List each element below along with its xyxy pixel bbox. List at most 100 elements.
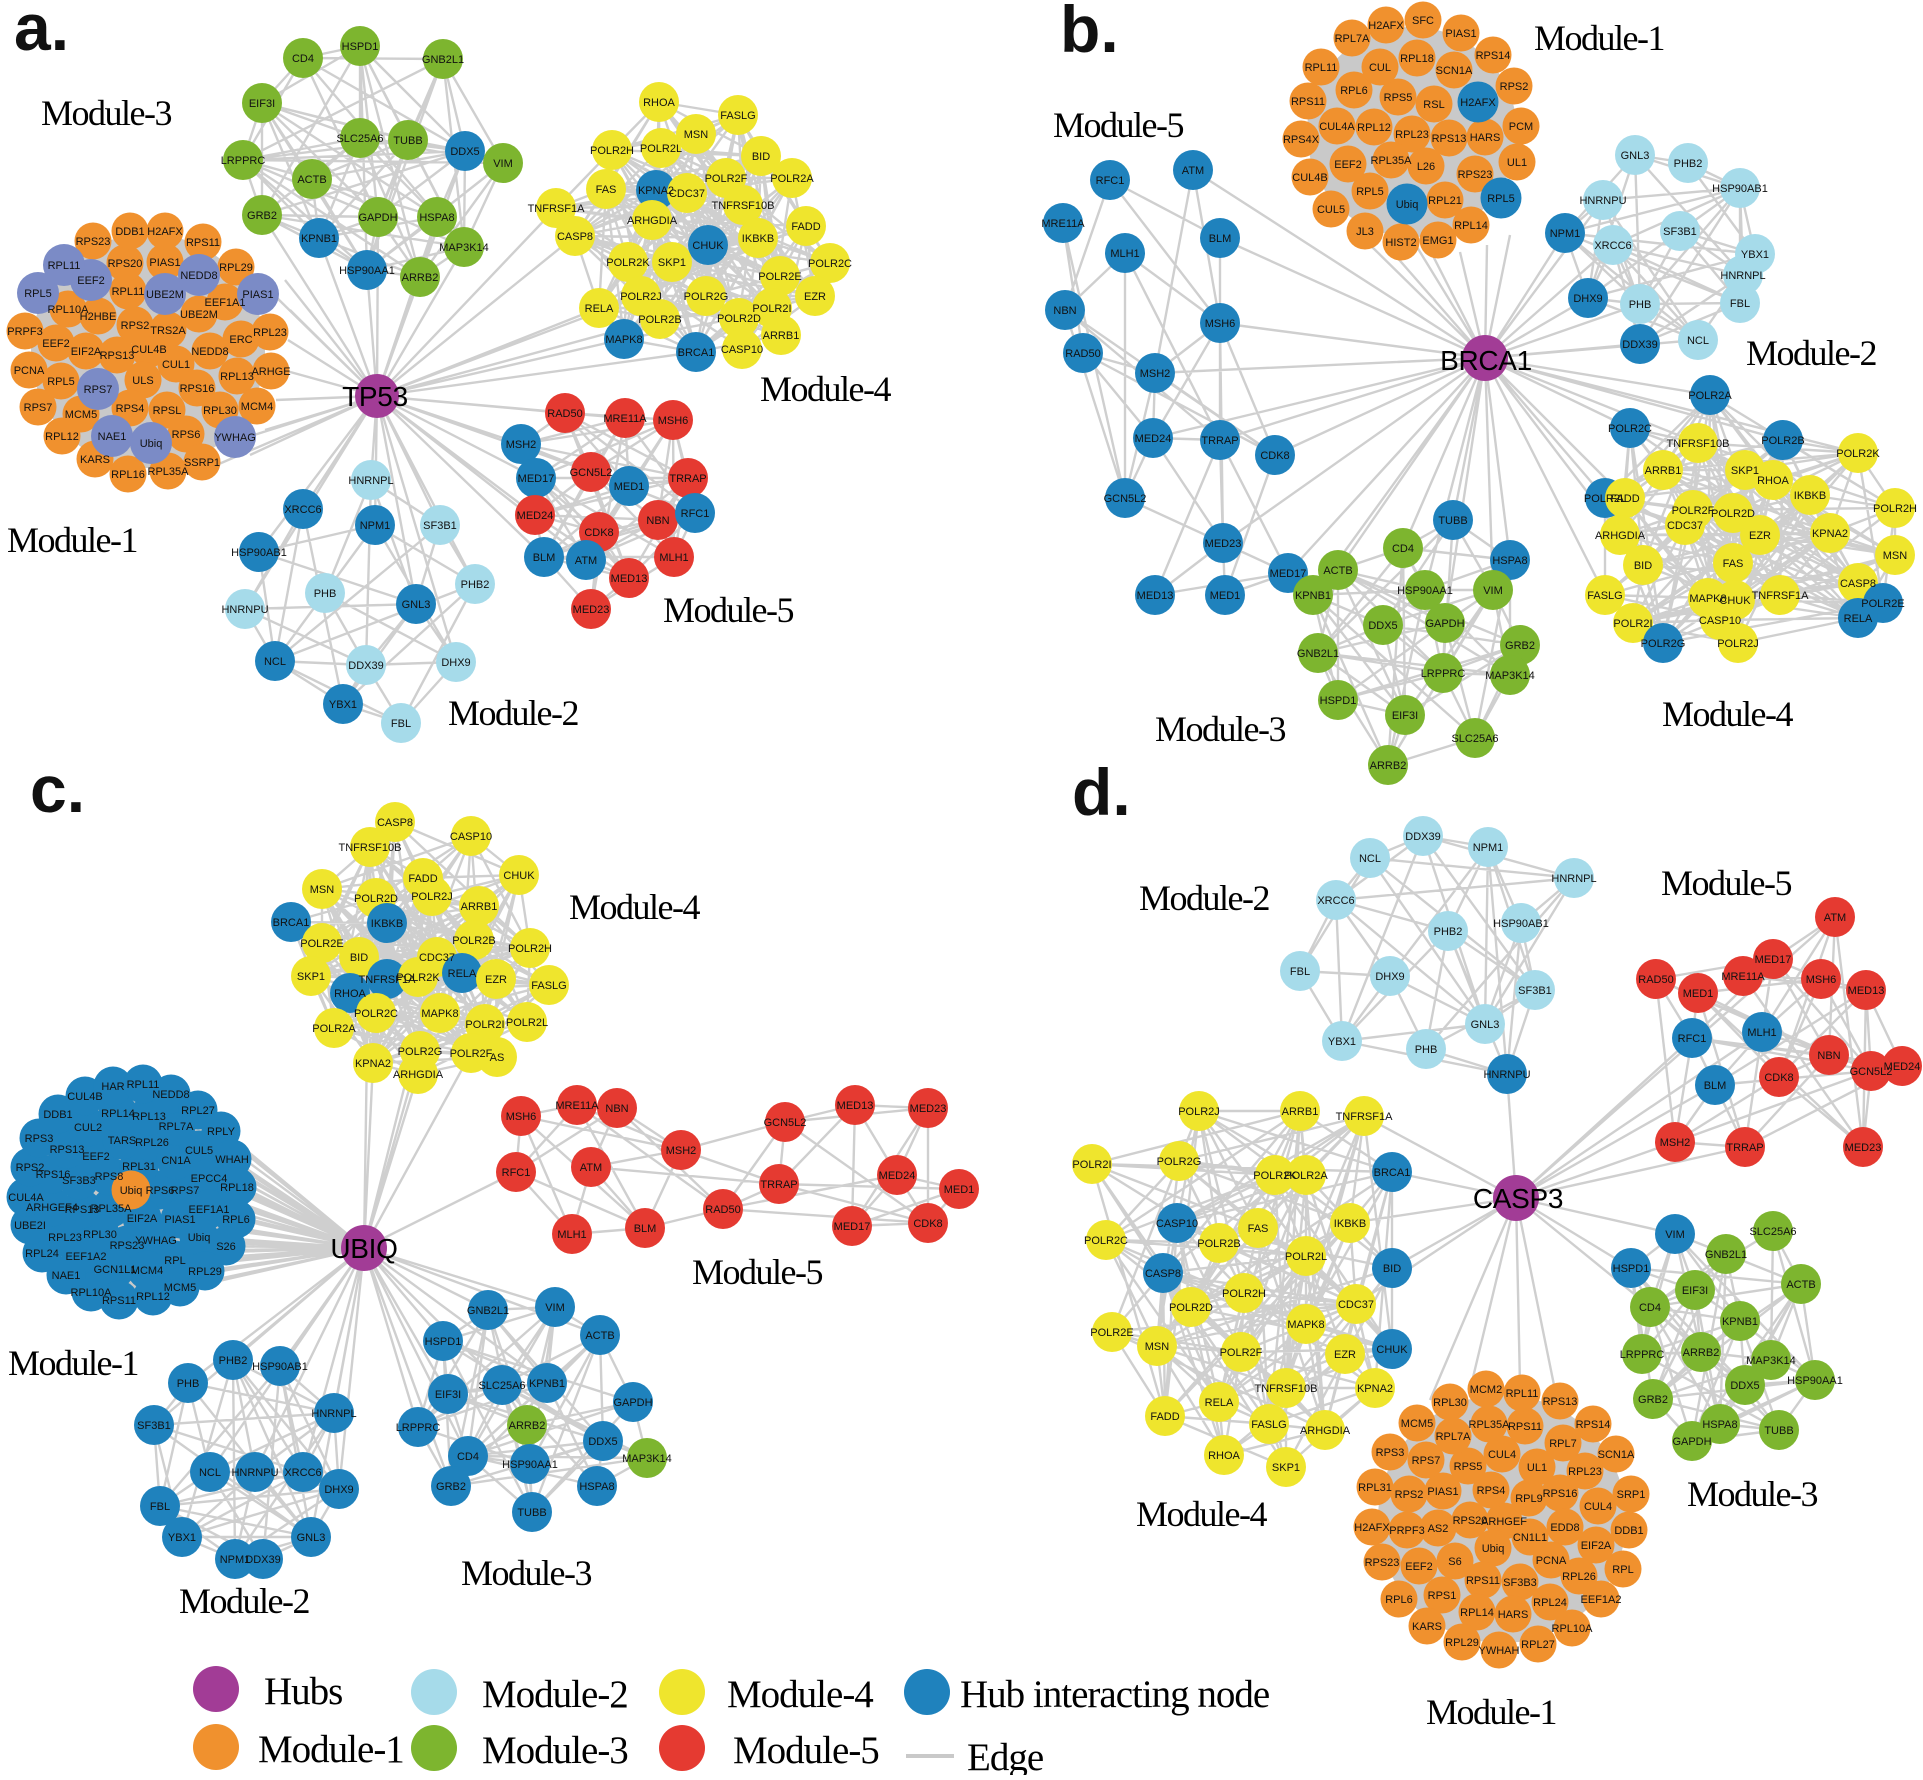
svg-text:RPS2: RPS2 bbox=[16, 1162, 45, 1174]
svg-text:Module-2: Module-2 bbox=[482, 1673, 628, 1716]
svg-text:d.: d. bbox=[1072, 755, 1131, 829]
svg-text:CASP10: CASP10 bbox=[1699, 615, 1741, 627]
svg-text:SF3B3: SF3B3 bbox=[1503, 1577, 1537, 1589]
svg-text:NPM1: NPM1 bbox=[360, 520, 391, 532]
svg-text:RPL12: RPL12 bbox=[45, 431, 79, 443]
svg-text:RAD50: RAD50 bbox=[1638, 974, 1673, 986]
svg-text:Ubiq: Ubiq bbox=[188, 1232, 211, 1244]
svg-text:PCNA: PCNA bbox=[1536, 1555, 1567, 1567]
svg-text:RPS23: RPS23 bbox=[1458, 169, 1493, 181]
svg-text:RPS13: RPS13 bbox=[65, 1204, 100, 1216]
svg-text:HNRNPL: HNRNPL bbox=[311, 1408, 356, 1420]
svg-text:RPS4: RPS4 bbox=[1477, 1485, 1506, 1497]
svg-text:c.: c. bbox=[30, 752, 85, 826]
svg-text:RPL: RPL bbox=[1612, 1564, 1633, 1576]
svg-text:AS: AS bbox=[490, 1052, 505, 1064]
svg-text:RPS11: RPS11 bbox=[102, 1295, 136, 1307]
svg-text:GAPDH: GAPDH bbox=[1425, 618, 1464, 630]
svg-text:NEDD8: NEDD8 bbox=[152, 1089, 189, 1101]
svg-text:POLR2I: POLR2I bbox=[1072, 1159, 1111, 1171]
svg-text:MSH2: MSH2 bbox=[1660, 1137, 1691, 1149]
svg-text:RPL31: RPL31 bbox=[122, 1161, 156, 1173]
svg-text:EIF3I: EIF3I bbox=[1682, 1285, 1708, 1297]
svg-text:L26: L26 bbox=[1417, 161, 1435, 173]
svg-text:MED23: MED23 bbox=[1205, 538, 1242, 550]
svg-text:JL3: JL3 bbox=[1356, 226, 1374, 238]
svg-text:POLR2B: POLR2B bbox=[638, 314, 681, 326]
svg-text:VIM: VIM bbox=[1483, 585, 1503, 597]
svg-text:MCM4: MCM4 bbox=[241, 401, 273, 413]
svg-text:RAD50: RAD50 bbox=[547, 408, 582, 420]
svg-text:RPL: RPL bbox=[164, 1255, 185, 1267]
svg-text:IKBKB: IKBKB bbox=[1334, 1218, 1366, 1230]
svg-text:RPS11: RPS11 bbox=[1508, 1421, 1542, 1433]
svg-text:RPS7: RPS7 bbox=[84, 384, 113, 396]
svg-text:TUBB: TUBB bbox=[517, 1507, 546, 1519]
svg-text:POLR2J: POLR2J bbox=[1717, 638, 1759, 650]
svg-text:RPL29: RPL29 bbox=[1445, 1637, 1479, 1649]
svg-text:DDX39: DDX39 bbox=[1405, 831, 1440, 843]
svg-text:DDX5: DDX5 bbox=[588, 1436, 617, 1448]
svg-text:CUL2: CUL2 bbox=[74, 1122, 102, 1134]
svg-text:POLR2C: POLR2C bbox=[1608, 423, 1652, 435]
svg-text:HSPD1: HSPD1 bbox=[425, 1336, 462, 1348]
svg-text:UBE2I: UBE2I bbox=[14, 1220, 46, 1232]
svg-text:GNB2L1: GNB2L1 bbox=[1705, 1249, 1747, 1261]
svg-text:RPS14: RPS14 bbox=[1576, 1419, 1611, 1431]
svg-text:ARRB2: ARRB2 bbox=[1370, 760, 1407, 772]
svg-text:H2AFX: H2AFX bbox=[1368, 20, 1404, 32]
svg-text:UBE2M: UBE2M bbox=[180, 309, 218, 321]
svg-text:KPNB1: KPNB1 bbox=[1722, 1316, 1758, 1328]
svg-text:H2AFX: H2AFX bbox=[1354, 1522, 1390, 1534]
svg-text:PCNA: PCNA bbox=[14, 365, 45, 377]
svg-text:TUBB: TUBB bbox=[1438, 515, 1467, 527]
svg-text:POLR2H: POLR2H bbox=[508, 943, 552, 955]
svg-text:RPL10A: RPL10A bbox=[1552, 1623, 1594, 1635]
svg-text:HSPD1: HSPD1 bbox=[1320, 695, 1357, 707]
svg-text:CASP8: CASP8 bbox=[557, 231, 593, 243]
svg-text:Module-1: Module-1 bbox=[1426, 1692, 1556, 1732]
svg-text:PHB2: PHB2 bbox=[1434, 926, 1463, 938]
svg-text:RPL23: RPL23 bbox=[253, 327, 287, 339]
svg-text:Hubs: Hubs bbox=[264, 1670, 342, 1713]
svg-text:POLR2H: POLR2H bbox=[590, 145, 634, 157]
svg-text:GNB2L1: GNB2L1 bbox=[467, 1305, 509, 1317]
svg-text:RELA: RELA bbox=[585, 303, 614, 315]
svg-text:RPS3: RPS3 bbox=[1376, 1447, 1405, 1459]
svg-text:HSP90AB1: HSP90AB1 bbox=[252, 1361, 308, 1373]
svg-text:ACTB: ACTB bbox=[1323, 565, 1352, 577]
svg-text:POLR2L: POLR2L bbox=[640, 143, 682, 155]
svg-text:CUL4A: CUL4A bbox=[1319, 121, 1355, 133]
svg-text:EEF2: EEF2 bbox=[77, 275, 105, 287]
svg-text:SKP1: SKP1 bbox=[658, 257, 686, 269]
svg-text:DDB1: DDB1 bbox=[43, 1109, 72, 1121]
svg-text:MAPK8: MAPK8 bbox=[605, 334, 642, 346]
svg-text:ARRB1: ARRB1 bbox=[1645, 465, 1682, 477]
svg-text:ARHGDIA: ARHGDIA bbox=[627, 215, 678, 227]
svg-text:DDX5: DDX5 bbox=[1730, 1380, 1759, 1392]
svg-text:GCN5L2: GCN5L2 bbox=[1850, 1066, 1893, 1078]
svg-text:RPL27: RPL27 bbox=[1521, 1639, 1555, 1651]
svg-text:ARHGDIA: ARHGDIA bbox=[1300, 1425, 1351, 1437]
svg-text:RHOA: RHOA bbox=[1208, 1450, 1240, 1462]
svg-text:RPL23: RPL23 bbox=[1568, 1466, 1602, 1478]
svg-text:CDK8: CDK8 bbox=[913, 1218, 942, 1230]
svg-text:CHUK: CHUK bbox=[503, 870, 535, 882]
svg-text:RFC1: RFC1 bbox=[502, 1167, 531, 1179]
svg-text:CUL5: CUL5 bbox=[1317, 204, 1345, 216]
svg-text:HSP90AB1: HSP90AB1 bbox=[1712, 183, 1768, 195]
svg-text:HAR: HAR bbox=[101, 1081, 124, 1093]
svg-text:DDX39: DDX39 bbox=[245, 1554, 280, 1566]
svg-text:CASP10: CASP10 bbox=[450, 831, 492, 843]
svg-text:POLR2A: POLR2A bbox=[1284, 1170, 1328, 1182]
svg-text:MED23: MED23 bbox=[573, 604, 610, 616]
svg-text:XRCC6: XRCC6 bbox=[1594, 240, 1631, 252]
svg-text:AS2: AS2 bbox=[1428, 1523, 1449, 1535]
svg-text:H2AFX: H2AFX bbox=[147, 226, 183, 238]
svg-text:CDC37: CDC37 bbox=[669, 188, 705, 200]
svg-text:MSH2: MSH2 bbox=[1140, 368, 1171, 380]
svg-text:RPL5: RPL5 bbox=[24, 288, 52, 300]
svg-text:HSPA8: HSPA8 bbox=[1492, 555, 1527, 567]
svg-text:RPS5: RPS5 bbox=[1454, 1461, 1483, 1473]
svg-text:TP53: TP53 bbox=[342, 381, 408, 412]
